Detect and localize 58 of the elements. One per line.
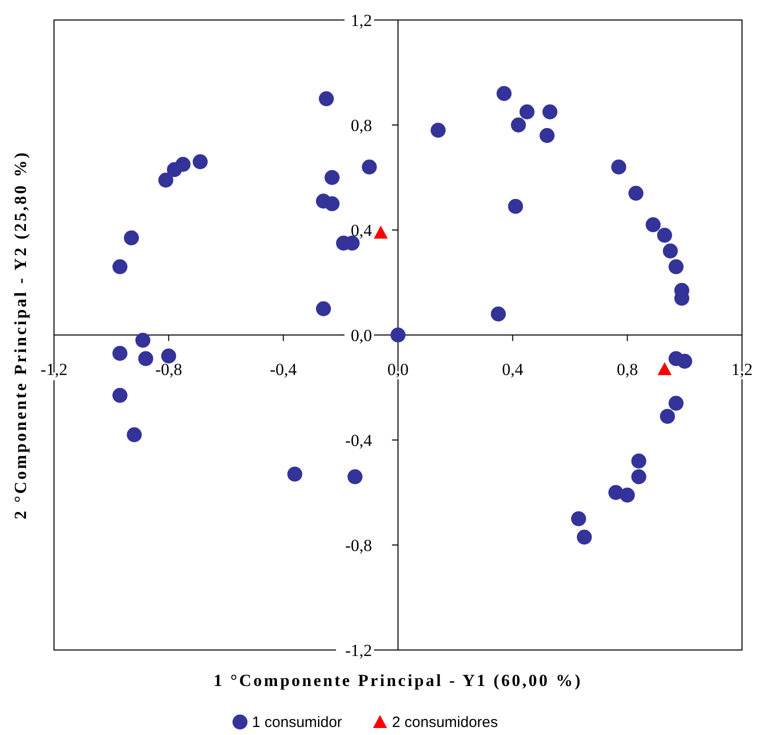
point: [158, 172, 174, 188]
point: [571, 511, 586, 526]
point: [660, 408, 675, 424]
point: [662, 244, 678, 258]
y-tick-label: -0,8: [345, 536, 372, 555]
point: [658, 362, 672, 376]
y-tick-label: 0,8: [350, 116, 372, 135]
point: [161, 348, 176, 364]
y-tick-label: 0,0: [350, 326, 372, 345]
point: [611, 160, 626, 174]
point: [657, 228, 672, 243]
point: [324, 170, 340, 185]
point: [496, 86, 512, 101]
legend-label: 1 consumidor: [252, 714, 342, 731]
point: [668, 396, 684, 411]
point: [508, 198, 524, 214]
point: [628, 186, 644, 201]
x-tick-label: 0,8: [616, 360, 638, 379]
point: [631, 469, 646, 484]
point: [668, 259, 684, 274]
x-axis-title: 1 °Componente Principal - Y1 (60,00 %): [214, 671, 582, 690]
point: [430, 122, 446, 138]
point: [540, 128, 555, 143]
point: [318, 91, 334, 106]
point: [677, 354, 692, 369]
y-tick-label: -1,2: [345, 641, 372, 660]
point: [520, 104, 534, 120]
point: [112, 388, 128, 403]
point: [316, 301, 331, 316]
point: [631, 454, 646, 468]
point: [287, 466, 302, 482]
point: [135, 332, 150, 348]
point: [576, 530, 592, 545]
legend-label: 2 consumidores: [392, 714, 498, 731]
point: [192, 154, 208, 170]
point: [124, 230, 139, 246]
point: [390, 328, 406, 342]
point: [176, 156, 190, 172]
point: [324, 196, 340, 212]
point: [138, 351, 154, 366]
x-tick-label: -0,4: [270, 360, 298, 379]
point: [112, 259, 128, 274]
point: [112, 346, 128, 361]
y-tick-label: -0,4: [345, 431, 372, 450]
point: [374, 226, 388, 239]
point: [490, 306, 506, 322]
point: [510, 118, 526, 132]
point: [646, 217, 661, 232]
y-tick-label: 1,2: [350, 11, 372, 30]
x-tick-label: 0,4: [502, 360, 524, 379]
x-tick-label: -0,8: [155, 360, 182, 379]
point: [126, 427, 142, 442]
point: [348, 469, 362, 484]
point: [362, 160, 377, 174]
y-tick-label: 0,4: [350, 221, 372, 240]
point: [620, 488, 635, 503]
point: [542, 104, 558, 120]
y-axis-title: 2 °Componente Principal - Y2 (25,80 %): [11, 150, 30, 520]
